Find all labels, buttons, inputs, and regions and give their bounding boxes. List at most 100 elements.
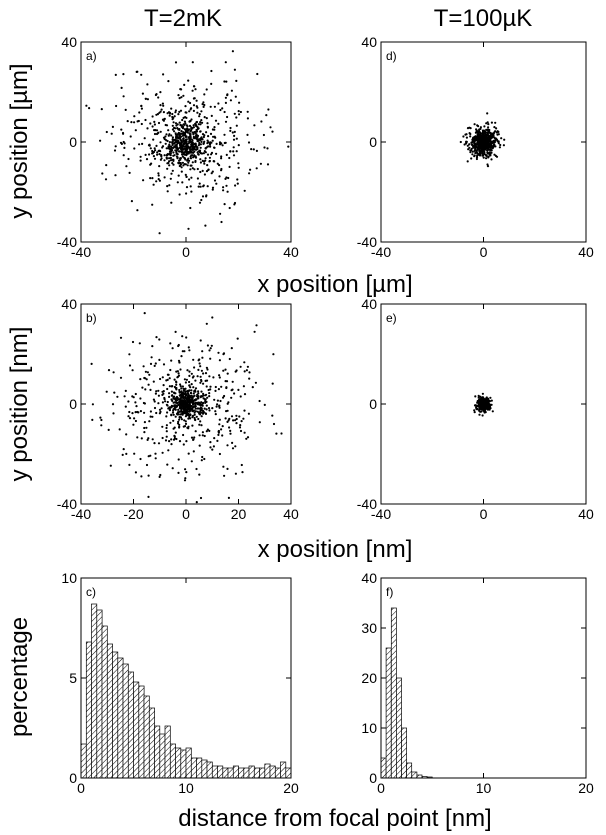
scatter-point xyxy=(128,417,132,420)
scatter-point xyxy=(237,110,240,113)
scatter-point xyxy=(187,161,190,164)
x-tick-label: 40 xyxy=(578,244,594,260)
scatter-point xyxy=(489,154,492,157)
scatter-point xyxy=(133,452,136,455)
scatter-point xyxy=(112,412,115,415)
scatter-point xyxy=(199,375,202,378)
scatter-point xyxy=(468,132,471,135)
scatter-point xyxy=(188,401,191,404)
scatter-point xyxy=(209,357,212,360)
scatter-point xyxy=(199,121,202,124)
scatter-point xyxy=(130,121,133,124)
scatter-point xyxy=(228,206,231,210)
scatter-point xyxy=(490,158,493,161)
scatter-point xyxy=(170,107,173,110)
scatter-point xyxy=(153,400,156,403)
scatter-point xyxy=(490,151,493,154)
scatter-point xyxy=(149,410,152,413)
scatter-point xyxy=(122,73,125,76)
scatter-point xyxy=(122,95,125,98)
scatter-point xyxy=(188,349,191,352)
scatter-point xyxy=(197,407,200,410)
scatter-point xyxy=(181,118,184,122)
scatter-point xyxy=(187,389,190,393)
x-tick-label: 10 xyxy=(178,780,194,796)
scatter-point xyxy=(171,138,174,141)
scatter-point xyxy=(201,195,205,198)
scatter-point xyxy=(478,404,481,407)
scatter-point xyxy=(199,339,202,342)
scatter-point xyxy=(191,131,194,134)
scatter-point xyxy=(177,372,180,375)
scatter-point xyxy=(134,129,137,132)
scatter-point xyxy=(192,386,195,389)
scatter-point xyxy=(191,406,194,410)
scatter-point xyxy=(203,434,206,438)
scatter-point xyxy=(221,107,224,110)
scatter-point xyxy=(487,403,490,406)
scatter-point xyxy=(209,441,212,444)
scatter-point xyxy=(472,137,475,140)
scatter-point xyxy=(199,381,202,384)
scatter-point xyxy=(147,437,150,440)
scatter-point xyxy=(483,143,486,146)
scatter-point xyxy=(172,163,175,166)
scatter-point xyxy=(170,172,173,175)
scatter-point xyxy=(164,439,168,442)
scatter-point xyxy=(199,365,202,368)
scatter-point xyxy=(474,146,477,149)
scatter-point xyxy=(194,143,197,146)
scatter-point xyxy=(178,164,181,168)
histogram-bar xyxy=(201,759,208,779)
scatter-point xyxy=(205,400,208,403)
scatter-point xyxy=(234,472,237,475)
scatter-point xyxy=(114,73,117,76)
scatter-point xyxy=(149,415,152,418)
scatter-point xyxy=(167,146,171,149)
scatter-point xyxy=(181,155,184,158)
scatter-point xyxy=(252,148,255,151)
scatter-point xyxy=(179,413,182,416)
scatter-point xyxy=(200,198,203,202)
scatter-point xyxy=(154,362,157,365)
scatter-point xyxy=(166,190,169,193)
scatter-point xyxy=(485,122,488,125)
scatter-point xyxy=(181,153,184,156)
scatter-point xyxy=(221,434,224,437)
scatter-point xyxy=(191,167,194,170)
scatter-point xyxy=(232,138,236,141)
scatter-point xyxy=(205,404,208,407)
scatter-point xyxy=(176,147,179,150)
scatter-point xyxy=(182,151,185,154)
scatter-point xyxy=(194,410,197,413)
x-tick-label: 20 xyxy=(283,780,299,796)
scatter-point xyxy=(144,388,147,391)
scatter-point xyxy=(194,132,197,135)
scatter-point xyxy=(162,73,165,76)
scatter-point xyxy=(202,105,205,108)
scatter-point xyxy=(107,428,110,431)
scatter-point xyxy=(149,362,153,365)
scatter-point xyxy=(223,80,226,83)
scatter-point xyxy=(177,131,180,134)
panel-label: b) xyxy=(86,311,97,325)
scatter-point xyxy=(149,388,152,391)
scatter-point xyxy=(165,415,168,418)
scatter-point xyxy=(476,124,479,127)
scatter-point xyxy=(198,201,202,204)
scatter-point xyxy=(167,134,170,137)
scatter-point xyxy=(242,385,245,388)
scatter-point xyxy=(190,372,193,375)
scatter-point xyxy=(157,178,160,181)
scatter-point xyxy=(222,465,225,468)
scatter-point xyxy=(486,140,489,143)
scatter-point xyxy=(174,138,177,141)
scatter-point xyxy=(222,186,225,189)
scatter-point xyxy=(489,396,492,399)
histogram-bar xyxy=(169,743,176,779)
scatter-point xyxy=(134,419,137,423)
scatter-point xyxy=(227,496,230,499)
scatter-point xyxy=(146,98,149,101)
histogram-bar xyxy=(217,765,224,779)
row3-y-axis-label: percentage xyxy=(6,617,33,737)
